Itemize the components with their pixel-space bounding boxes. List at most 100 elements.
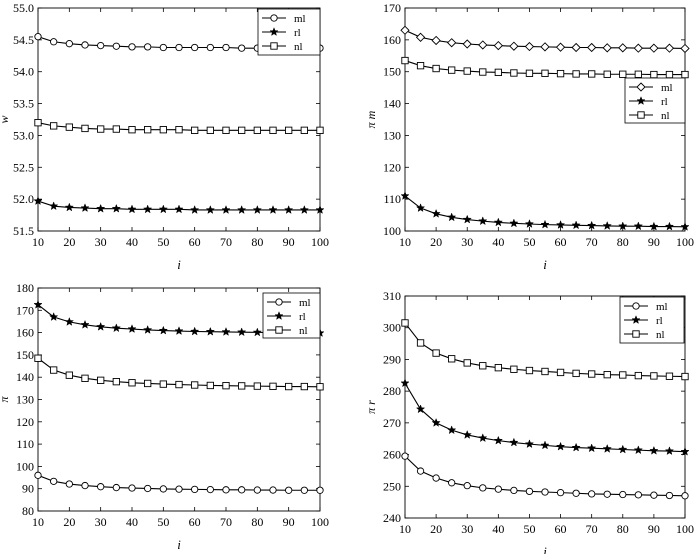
data-point-rl (494, 436, 502, 444)
data-point-nl (526, 70, 532, 76)
data-point-nl (113, 126, 119, 132)
data-point-rl (222, 328, 230, 336)
data-point-rl (510, 219, 518, 227)
legend-marker-nl (633, 331, 639, 337)
data-point-rl (572, 221, 580, 229)
data-point-rl (541, 441, 549, 449)
data-point-nl (480, 363, 486, 369)
y-tick-label: 170 (16, 303, 34, 317)
data-point-nl (620, 71, 626, 77)
data-point-rl (603, 222, 611, 230)
data-point-rl (269, 206, 277, 214)
y-tick-label: 120 (16, 415, 34, 429)
data-point-nl (635, 71, 641, 77)
y-tick-label: 260 (383, 448, 401, 462)
data-point-rl (50, 313, 58, 321)
data-point-nl (464, 68, 470, 74)
legend-label-ml: ml (656, 301, 668, 313)
data-point-nl (207, 127, 213, 133)
data-point-nl (254, 127, 260, 133)
y-tick-label: 51.5 (13, 224, 34, 238)
data-point-nl (191, 127, 197, 133)
data-point-nl (635, 372, 641, 378)
data-point-nl (82, 125, 88, 131)
data-point-ml (448, 39, 456, 47)
data-point-ml (144, 485, 150, 491)
data-point-nl (417, 340, 423, 346)
data-point-nl (682, 71, 688, 77)
data-point-nl (160, 381, 166, 387)
y-tick-label: 130 (16, 393, 34, 407)
chart-panel-3: 10 20 30 40 50 60 70 80 90 1008090100110120130140… (0, 281, 329, 552)
data-point-ml (432, 36, 440, 44)
data-point-rl (159, 205, 167, 213)
data-point-nl (557, 70, 563, 76)
data-point-ml (402, 453, 408, 459)
data-point-nl (620, 372, 626, 378)
data-point-nl (666, 71, 672, 77)
data-point-ml (301, 487, 307, 493)
data-point-nl (97, 126, 103, 132)
data-point-ml (651, 492, 657, 498)
data-point-ml (510, 42, 518, 50)
y-tick-label: 55.0 (13, 1, 34, 15)
y-tick-label: 100 (16, 459, 34, 473)
data-point-nl (66, 372, 72, 378)
y-tick-label: 140 (383, 97, 401, 111)
data-point-rl (128, 205, 136, 213)
data-point-nl (223, 127, 229, 133)
data-point-rl (510, 438, 518, 446)
data-point-ml (401, 26, 409, 34)
data-point-nl (402, 320, 408, 326)
data-point-nl (176, 381, 182, 387)
series-rl (34, 197, 324, 214)
data-point-rl (432, 210, 440, 218)
legend-label-nl: nl (294, 41, 303, 53)
data-point-ml (494, 42, 502, 50)
x-tick-label: 80 (617, 522, 629, 536)
x-axis-label: i (177, 257, 181, 272)
y-tick-label: 80 (22, 504, 34, 518)
legend-marker-nl (271, 43, 277, 49)
y-tick-label: 150 (16, 348, 34, 362)
y-tick-label: 110 (383, 192, 401, 206)
data-point-nl (238, 383, 244, 389)
data-point-ml (160, 486, 166, 492)
data-point-nl (254, 383, 260, 389)
data-point-ml (557, 489, 563, 495)
chart-panel-4: 10 20 30 40 50 60 70 80 90 1002402502602702802903… (364, 289, 694, 554)
data-point-nl (448, 356, 454, 362)
data-point-ml (207, 44, 213, 50)
data-point-rl (417, 204, 425, 212)
y-tick-label: 310 (383, 289, 401, 303)
data-point-ml (191, 486, 197, 492)
legend: ml rl nl (625, 78, 685, 123)
data-point-nl (542, 70, 548, 76)
data-point-ml (417, 468, 423, 474)
data-point-ml (129, 485, 135, 491)
data-point-ml (144, 44, 150, 50)
x-tick-label: 60 (189, 515, 201, 529)
data-point-nl (511, 366, 517, 372)
data-point-ml (417, 33, 425, 41)
y-tick-label: 100 (383, 224, 401, 238)
data-point-rl (603, 445, 611, 453)
legend-label-rl: rl (661, 96, 668, 108)
data-point-ml (66, 40, 72, 46)
data-point-nl (495, 69, 501, 75)
legend-label-ml: ml (294, 13, 306, 25)
x-tick-label: 100 (311, 235, 329, 249)
data-point-nl (651, 71, 657, 77)
x-tick-label: 60 (189, 235, 201, 249)
data-point-ml (682, 493, 688, 499)
y-tick-label: 270 (383, 416, 401, 430)
x-tick-label: 80 (251, 515, 263, 529)
data-point-nl (402, 57, 408, 63)
data-point-ml (223, 487, 229, 493)
legend-marker-nl (638, 112, 644, 118)
data-point-nl (557, 369, 563, 375)
data-point-ml (317, 487, 323, 493)
x-tick-label: 80 (251, 235, 263, 249)
y-tick-label: 140 (16, 370, 34, 384)
y-axis-label: π (0, 396, 11, 403)
